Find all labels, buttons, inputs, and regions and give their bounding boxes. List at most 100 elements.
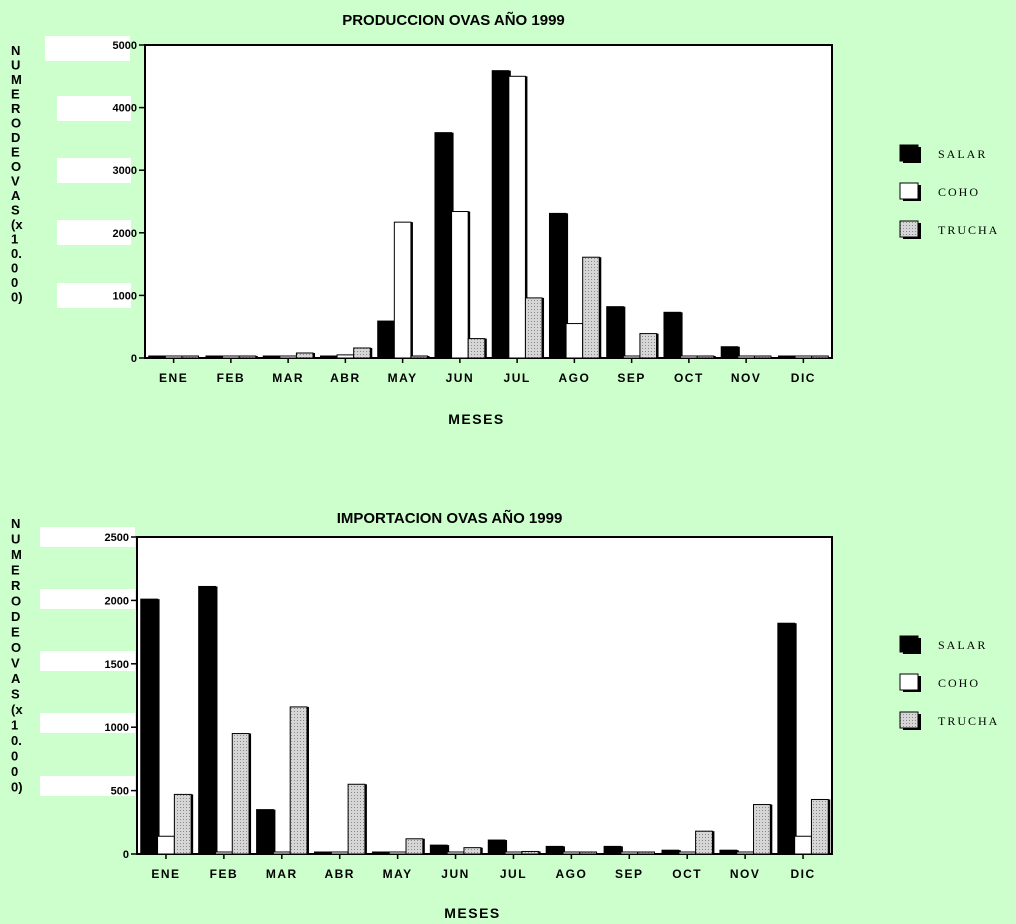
bar-salar-mar	[262, 355, 281, 359]
bar-salar-ene	[140, 598, 159, 855]
legend-swatch-coho	[899, 673, 919, 691]
bar-salar-ene	[148, 355, 166, 359]
x-tick-label: AGO	[558, 371, 590, 385]
bar-coho-ago	[562, 851, 581, 855]
bar-trucha-feb	[231, 733, 250, 855]
legend-swatch-salar	[899, 144, 919, 162]
bar-salar-ago	[545, 845, 564, 855]
x-tick-label: JUL	[500, 867, 527, 881]
tick-label-box	[40, 713, 135, 733]
bar-salar-dic	[777, 355, 796, 359]
bar-salar-dic	[777, 622, 796, 855]
bar-coho-feb	[214, 851, 233, 855]
x-tick-label: ENE	[159, 371, 188, 385]
bar-coho-nov	[736, 851, 755, 855]
x-tick-label: FEB	[217, 371, 246, 385]
tick-label-box	[57, 283, 131, 308]
legend-label-salar: SALAR	[938, 147, 987, 161]
x-tick-label: MAR	[266, 867, 298, 881]
bar-salar-mar	[256, 809, 274, 855]
bar-trucha-mar	[289, 706, 308, 855]
bar-salar-sep	[603, 845, 622, 855]
x-tick-label: FEB	[210, 867, 239, 881]
bar-trucha-nov	[753, 804, 771, 855]
x-tick-label: NOV	[731, 371, 762, 385]
x-tick-label: NOV	[730, 867, 761, 881]
chart-title: PRODUCCION OVAS AÑO 1999	[342, 11, 565, 29]
y-tick-label: 4000	[113, 103, 137, 115]
bar-salar-oct	[663, 311, 682, 359]
bar-trucha-sep	[639, 333, 658, 359]
bar-coho-jul	[508, 75, 526, 359]
legend-label-salar: SALAR	[938, 638, 987, 652]
bar-salar-ago	[548, 212, 567, 359]
tick-label-box	[57, 96, 131, 121]
x-tick-label: OCT	[674, 371, 704, 385]
x-axis-label: MESES	[444, 905, 501, 921]
bar-trucha-ene	[181, 355, 200, 359]
bar-salar-feb	[205, 355, 224, 359]
y-axis-label: N U M E R O D E O V A S (x 1 0. 0 0 0)	[11, 516, 23, 795]
x-tick-label: MAR	[272, 371, 304, 385]
y-tick-label: 2500	[105, 532, 129, 544]
bar-coho-oct	[680, 355, 698, 359]
tick-label-box	[57, 220, 131, 245]
y-tick-label: 2000	[105, 595, 129, 607]
bar-trucha-may	[405, 838, 424, 855]
x-tick-label: DIC	[790, 867, 815, 881]
bar-coho-jun	[446, 851, 465, 855]
bar-trucha-ene	[173, 793, 192, 855]
x-tick-label: MAY	[388, 371, 418, 385]
bar-trucha-feb	[238, 355, 257, 359]
y-tick-label: 1500	[105, 659, 129, 671]
bar-coho-mar	[279, 355, 297, 359]
y-tick-label: 0	[131, 353, 137, 365]
bar-salar-nov	[720, 346, 739, 359]
tick-label-box	[45, 36, 130, 61]
legend-label-trucha: TRUCHA	[938, 714, 999, 728]
bar-salar-may	[377, 320, 395, 359]
x-tick-label: ENE	[151, 867, 180, 881]
y-axis-label: N U M E R O D E O V A S (x 1 0. 0 0 0)	[11, 43, 23, 305]
bar-coho-feb	[222, 355, 240, 359]
x-tick-label: SEP	[617, 371, 646, 385]
x-tick-label: OCT	[672, 867, 702, 881]
bar-trucha-may	[410, 355, 429, 359]
legend-swatch-salar	[899, 635, 919, 653]
tick-label-box	[40, 527, 135, 547]
bar-coho-dic	[794, 355, 813, 359]
bar-trucha-oct	[695, 830, 713, 855]
bar-trucha-dic	[811, 355, 829, 359]
bar-salar-oct	[661, 849, 680, 855]
bar-trucha-jun	[463, 847, 482, 855]
y-tick-label: 3000	[113, 165, 137, 177]
bar-coho-nov	[737, 355, 755, 359]
bar-trucha-ago	[579, 851, 598, 855]
x-tick-label: JUN	[446, 371, 475, 385]
bar-salar-jun	[434, 132, 453, 359]
bar-salar-sep	[606, 306, 624, 359]
y-tick-label: 2000	[113, 228, 137, 240]
legend-swatch-trucha	[899, 711, 919, 729]
bar-coho-dic	[794, 835, 812, 855]
bar-coho-jul	[504, 851, 523, 855]
legend-label-coho: COHO	[938, 676, 980, 690]
tick-label-box	[40, 589, 135, 609]
legend: SALAR COHO TRUCHA	[899, 635, 999, 730]
bar-salar-abr	[319, 355, 338, 359]
chart-title: IMPORTACION OVAS AÑO 1999	[337, 509, 563, 527]
y-tick-label: 500	[111, 786, 129, 798]
bar-trucha-jun	[467, 338, 486, 359]
bar-coho-sep	[622, 355, 641, 359]
tick-label-box	[40, 651, 135, 671]
x-tick-label: SEP	[615, 867, 644, 881]
legend-swatch-coho	[899, 182, 919, 200]
x-tick-label: JUL	[504, 371, 531, 385]
plot-area	[136, 536, 833, 855]
bar-coho-abr	[336, 354, 355, 359]
bar-coho-jun	[451, 211, 469, 359]
x-tick-label: DIC	[791, 371, 816, 385]
bar-coho-ago	[565, 323, 584, 359]
